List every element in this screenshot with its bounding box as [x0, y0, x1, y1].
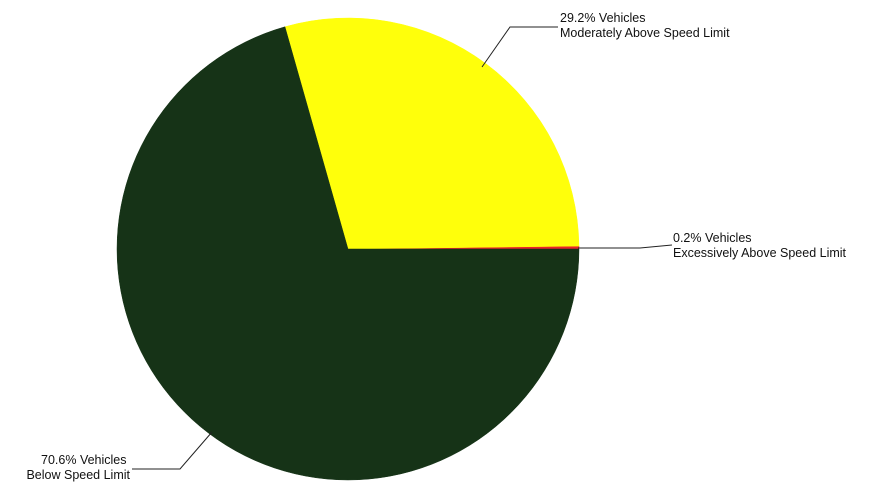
- slice-label-moderate: 29.2% Vehicles Moderately Above Speed Li…: [560, 11, 730, 40]
- slice-label-excessive: 0.2% Vehicles Excessively Above Speed Li…: [673, 231, 847, 260]
- slice-label-moderate-line1: 29.2% Vehicles: [560, 11, 645, 25]
- leader-line-below: [132, 431, 213, 470]
- slice-label-moderate-line2: Moderately Above Speed Limit: [560, 26, 730, 40]
- pie-slice-below: [116, 26, 580, 481]
- slice-label-below-line1: 70.6% Vehicles: [41, 453, 126, 467]
- leader-line-excessive: [578, 244, 673, 249]
- leader-line-moderate: [481, 26, 558, 68]
- slice-label-excessive-line2: Excessively Above Speed Limit: [673, 246, 847, 260]
- slice-label-excessive-line1: 0.2% Vehicles: [673, 231, 752, 245]
- pie-slice-moderate: [284, 17, 580, 250]
- slice-label-below-line2: Below Speed Limit: [26, 468, 130, 482]
- pie-slices: [116, 17, 580, 481]
- slice-label-below: 70.6% Vehicles Below Speed Limit: [26, 453, 130, 482]
